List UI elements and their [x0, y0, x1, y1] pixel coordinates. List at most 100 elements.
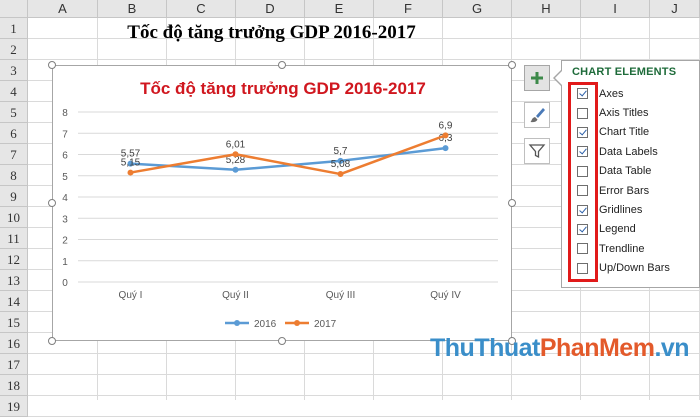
chart-element-label: Data Table	[599, 165, 652, 178]
chart-title: Tốc độ tăng trưởng GDP 2016-2017	[140, 79, 426, 98]
checkbox-legend[interactable]	[577, 223, 588, 235]
row-header-19[interactable]: 19	[0, 396, 28, 417]
row-header-18[interactable]: 18	[0, 375, 28, 396]
legend-label-2017: 2017	[314, 319, 337, 330]
data-point-2016	[127, 160, 134, 167]
data-label-2016: 6,3	[439, 133, 453, 144]
checkbox-error-bars[interactable]	[577, 185, 588, 197]
data-point-2017	[337, 171, 344, 178]
chart-styles-button[interactable]	[524, 102, 550, 128]
row-header-11[interactable]: 11	[0, 228, 28, 249]
column-header-f[interactable]: F	[374, 0, 443, 18]
chart-element-up-down-bars[interactable]: Up/Down Bars	[562, 259, 699, 278]
column-header-c[interactable]: C	[167, 0, 236, 18]
column-header-a[interactable]: A	[28, 0, 98, 18]
resize-handle[interactable]	[48, 61, 56, 69]
resize-handle[interactable]	[278, 337, 286, 345]
data-point-2016	[337, 157, 344, 164]
column-header-e[interactable]: E	[305, 0, 374, 18]
chart-element-legend[interactable]: Legend	[562, 220, 699, 239]
chart-element-error-bars[interactable]: Error Bars	[562, 181, 699, 200]
checkbox-trendline[interactable]	[577, 243, 588, 255]
column-header-j[interactable]: J	[650, 0, 700, 18]
column-header-i[interactable]: I	[581, 0, 650, 18]
row-header-12[interactable]: 12	[0, 249, 28, 270]
data-label-2017: 6,9	[439, 120, 453, 131]
row-header-10[interactable]: 10	[0, 207, 28, 228]
row-header-7[interactable]: 7	[0, 144, 28, 165]
checkbox-gridlines[interactable]	[577, 204, 588, 216]
watermark-part3: .vn	[654, 334, 690, 362]
data-label-2016: 5,28	[226, 155, 246, 166]
chart-element-label: Legend	[599, 223, 636, 236]
y-tick-label: 4	[62, 193, 68, 204]
data-label-2017: 6,01	[226, 139, 246, 150]
row-header-4[interactable]: 4	[0, 81, 28, 102]
row-header-15[interactable]: 15	[0, 312, 28, 333]
row-header-8[interactable]: 8	[0, 165, 28, 186]
row-header-14[interactable]: 14	[0, 291, 28, 312]
x-tick-label: Quý II	[222, 290, 249, 301]
data-point-2016	[442, 145, 449, 152]
plus-icon	[531, 72, 543, 84]
brush-icon	[530, 108, 545, 123]
data-label-2016: 5,57	[121, 149, 141, 160]
row-header-1[interactable]: 1	[0, 18, 28, 39]
grid-row-line	[28, 59, 700, 60]
checkbox-axis-titles[interactable]	[577, 107, 588, 119]
resize-handle[interactable]	[48, 337, 56, 345]
y-tick-label: 8	[62, 108, 68, 119]
y-tick-label: 3	[62, 214, 68, 225]
watermark-part1: ThuThuat	[430, 334, 540, 362]
row-header-3[interactable]: 3	[0, 60, 28, 81]
line-chart: Tốc độ tăng trưởng GDP 2016-2017 0 1 2 3 4 5 6 7…	[62, 79, 498, 330]
row-header-17[interactable]: 17	[0, 354, 28, 375]
grid-row-line	[28, 395, 700, 396]
chart-filters-button[interactable]	[524, 138, 550, 164]
chart-element-gridlines[interactable]: Gridlines	[562, 200, 699, 219]
resize-handle[interactable]	[508, 337, 516, 345]
chart-element-label: Error Bars	[599, 184, 650, 197]
checkbox-axes[interactable]	[577, 88, 588, 100]
resize-handle[interactable]	[48, 199, 56, 207]
chart-element-axis-titles[interactable]: Axis Titles	[562, 103, 699, 122]
checkbox-chart-title[interactable]	[577, 126, 588, 138]
row-header-6[interactable]: 6	[0, 123, 28, 144]
checkbox-data-labels[interactable]	[577, 146, 588, 158]
row-header-13[interactable]: 13	[0, 270, 28, 291]
resize-handle[interactable]	[508, 199, 516, 207]
column-header-g[interactable]: G	[443, 0, 512, 18]
checkbox-data-table[interactable]	[577, 165, 588, 177]
select-all-corner[interactable]	[0, 0, 28, 18]
resize-handle[interactable]	[508, 61, 516, 69]
chart-element-chart-title[interactable]: Chart Title	[562, 123, 699, 142]
data-point-2016	[232, 166, 239, 173]
chart-element-trendline[interactable]: Trendline	[562, 239, 699, 258]
row-header-2[interactable]: 2	[0, 39, 28, 60]
chart-element-label: Chart Title	[599, 126, 650, 139]
chart-element-data-labels[interactable]: Data Labels	[562, 142, 699, 161]
x-tick-label: Quý IV	[430, 290, 461, 301]
column-header-h[interactable]: H	[512, 0, 581, 18]
chart-element-axes[interactable]: Axes	[562, 84, 699, 103]
filter-icon	[528, 144, 546, 159]
chart-elements-button[interactable]	[524, 65, 550, 91]
row-header-16[interactable]: 16	[0, 333, 28, 354]
chart-area[interactable]: Tốc độ tăng trưởng GDP 2016-2017 0 1 2 3 4 5 6 7…	[52, 65, 512, 341]
chart-element-data-table[interactable]: Data Table	[562, 162, 699, 181]
row-header-5[interactable]: 5	[0, 102, 28, 123]
cell-title[interactable]: Tốc độ tăng trưởng GDP 2016-2017	[127, 22, 416, 43]
chart-element-label: Axes	[599, 87, 624, 100]
chart-element-label: Up/Down Bars	[599, 262, 670, 275]
panel-title: CHART ELEMENTS	[572, 66, 677, 78]
column-header-b[interactable]: B	[98, 0, 167, 18]
resize-handle[interactable]	[278, 61, 286, 69]
chart-element-label: Data Labels	[599, 145, 658, 158]
legend-marker-2017	[294, 320, 300, 326]
y-tick-label: 1	[62, 257, 68, 268]
checkbox-up-down-bars[interactable]	[577, 262, 588, 274]
column-header-d[interactable]: D	[236, 0, 305, 18]
row-header-9[interactable]: 9	[0, 186, 28, 207]
y-tick-label: 0	[62, 278, 68, 289]
y-tick-label: 7	[62, 129, 68, 140]
